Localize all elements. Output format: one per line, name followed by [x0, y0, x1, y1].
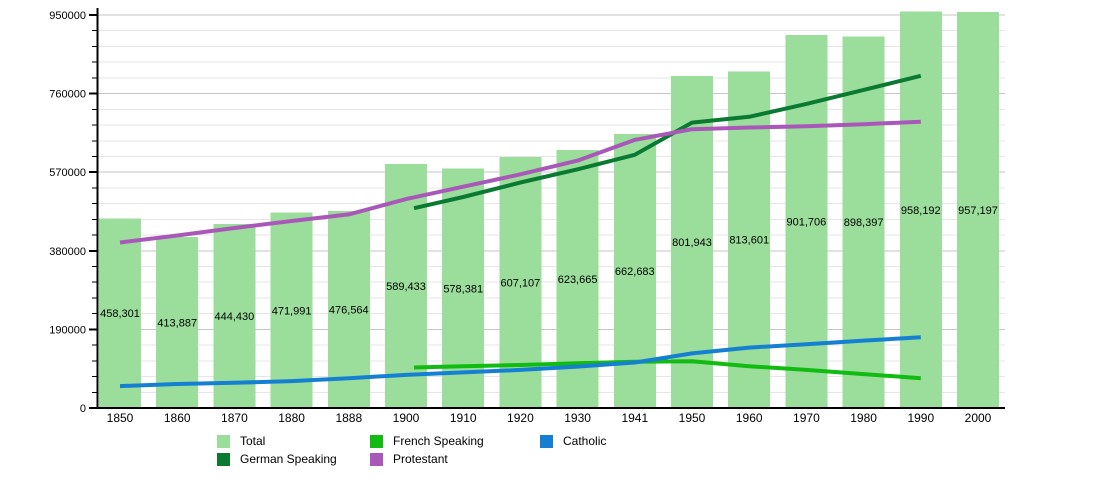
x-axis-label-1860: 1860 — [164, 411, 191, 425]
x-axis-label-1850: 1850 — [107, 411, 134, 425]
legend-item-catholic: Catholic — [540, 432, 606, 450]
x-axis-label-1930: 1930 — [564, 411, 591, 425]
line-catholic — [119, 335, 921, 389]
bar-value-label-1860: 413,887 — [157, 317, 197, 329]
line-french-speaking — [413, 359, 921, 381]
legend-label-protestant: Protestant — [393, 452, 448, 466]
legend-item-total: Total — [217, 432, 370, 450]
bar-value-label-2000: 957,197 — [958, 205, 998, 217]
bar-value-label-1910: 578,381 — [443, 283, 483, 295]
legend-swatch-french-speaking — [370, 434, 383, 448]
total-bar-1860 — [156, 236, 199, 408]
y-axis-label: 760000 — [49, 89, 86, 101]
x-axis-label-1870: 1870 — [221, 411, 248, 425]
x-axis-label-1920: 1920 — [507, 411, 534, 425]
x-axis-label-1960: 1960 — [736, 411, 763, 425]
total-bar-1880 — [270, 212, 313, 408]
bar-value-label-1888: 476,564 — [329, 304, 369, 316]
legend-item-french-speaking: French Speaking — [370, 432, 540, 450]
x-axis-label-2000: 2000 — [965, 411, 992, 425]
legend-label-french-speaking: French Speaking — [393, 434, 484, 448]
bar-value-label-1920: 607,107 — [501, 277, 541, 289]
total-bar-1888 — [327, 210, 370, 408]
legend-swatch-protestant — [370, 452, 383, 466]
y-axis-label: 950000 — [49, 10, 86, 22]
legend-label-catholic: Catholic — [563, 434, 607, 448]
bar-value-label-1930: 623,665 — [558, 274, 598, 286]
bar-value-label-1980: 898,397 — [844, 217, 884, 229]
bar-value-label-1950: 801,943 — [672, 237, 712, 249]
total-bar-1980 — [842, 36, 885, 408]
line-german-speaking — [413, 73, 922, 211]
x-axis-label-1941: 1941 — [621, 411, 648, 425]
bar-value-label-1990: 958,192 — [901, 205, 941, 217]
x-axis-label-1880: 1880 — [278, 411, 305, 425]
bar-value-label-1970: 901,706 — [787, 216, 827, 228]
x-axis-label-1990: 1990 — [907, 411, 934, 425]
x-axis-label-1910: 1910 — [450, 411, 477, 425]
x-axis-label-1950: 1950 — [679, 411, 706, 425]
y-axis-label: 570000 — [49, 167, 86, 179]
legend-swatch-german-speaking — [217, 452, 230, 466]
bar-value-label-1900: 589,433 — [386, 281, 426, 293]
line-protestant — [119, 119, 921, 245]
total-bar-1870 — [213, 224, 256, 408]
bar-value-label-1850: 458,301 — [100, 308, 140, 320]
x-axis-label-1980: 1980 — [850, 411, 877, 425]
total-bar-2000 — [957, 12, 999, 409]
bar-value-label-1941: 662,683 — [615, 266, 655, 278]
bar-value-label-1960: 813,601 — [729, 235, 769, 247]
y-axis-label: 190000 — [49, 324, 86, 336]
legend-item-german-speaking: German Speaking — [217, 450, 370, 468]
y-axis-label: 380000 — [49, 246, 86, 258]
total-bar-1850 — [99, 218, 141, 408]
y-axis-label: 0 — [80, 403, 86, 415]
legend-label-german-speaking: German Speaking — [240, 452, 337, 466]
x-axis-label-1970: 1970 — [793, 411, 820, 425]
x-axis-label-1900: 1900 — [393, 411, 420, 425]
x-axis-label-1888: 1888 — [335, 411, 362, 425]
legend-item-protestant: Protestant — [370, 450, 540, 468]
bar-value-label-1880: 471,991 — [272, 305, 312, 317]
legend-swatch-catholic — [540, 434, 553, 448]
legend-label-total: Total — [240, 434, 266, 448]
legend-swatch-total — [217, 434, 230, 448]
chart-legend: Total German Speaking French Speaking Prote… — [217, 432, 606, 468]
bar-value-label-1870: 444,430 — [215, 311, 255, 323]
